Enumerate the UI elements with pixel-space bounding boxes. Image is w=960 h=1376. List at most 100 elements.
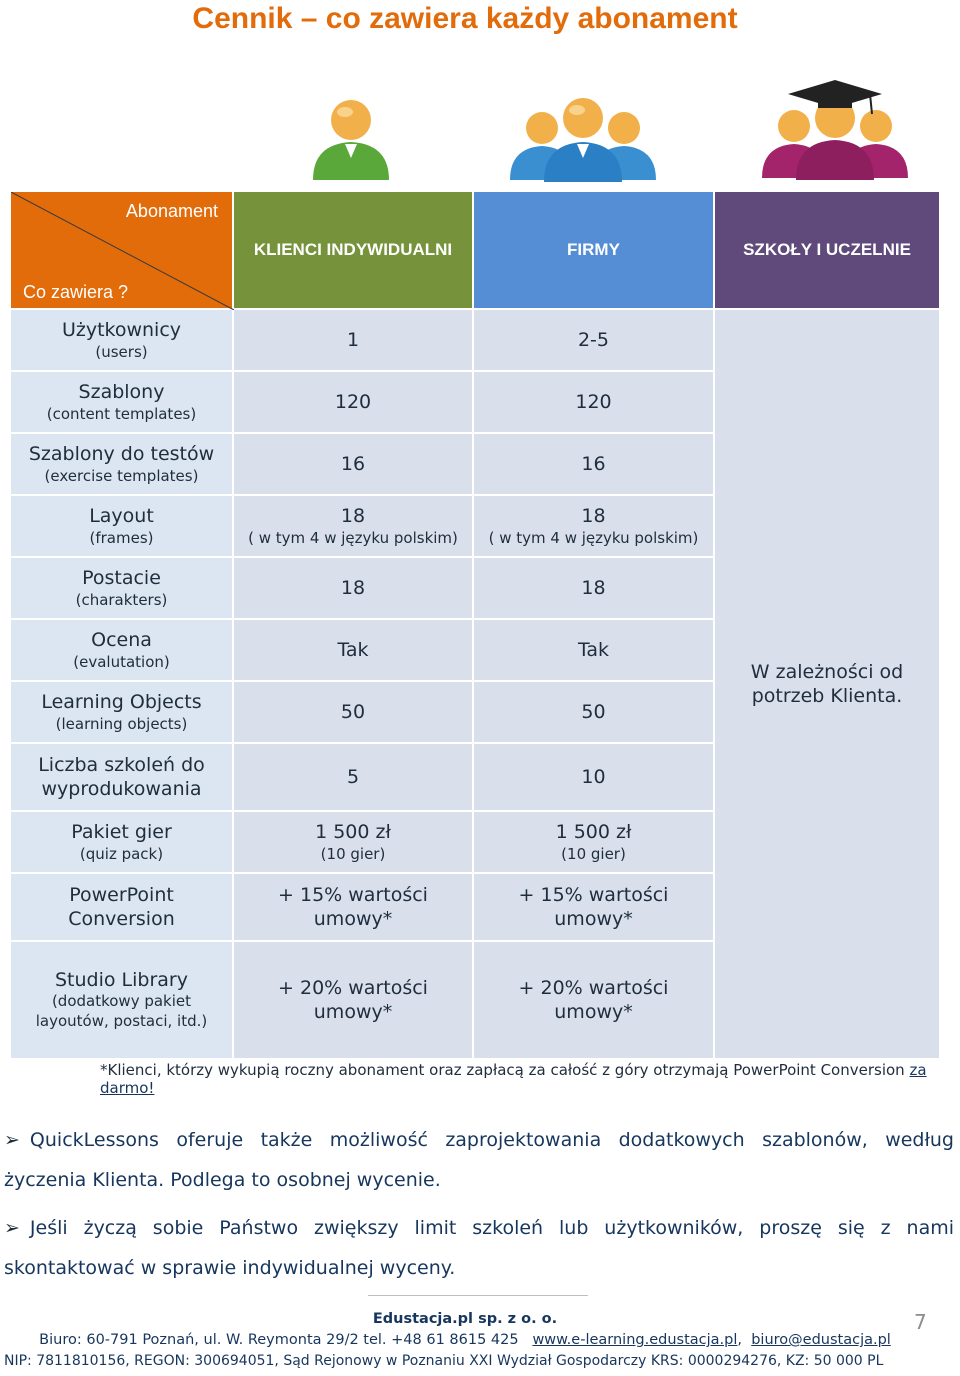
cell-individual: 5 [232, 742, 474, 812]
schools-note: W zależności od potrzeb Klienta. [750, 660, 904, 707]
row-label-sub: (content templates) [46, 404, 197, 423]
cell-individual: + 15% wartości umowy* [232, 872, 474, 942]
cell-sub: ( w tym 4 w języku polskim) [248, 528, 458, 547]
cell-value: + 15% wartości umowy* [518, 883, 669, 930]
cell-value: 1 500 zł [555, 821, 632, 844]
table-row: Pakiet gier (quiz pack) 1 500 zł (10 gier)… [9, 810, 940, 874]
row-label-sub: (users) [95, 342, 148, 361]
row-label-sub: (evalutation) [73, 652, 170, 671]
page-title: Cennik – co zawiera każdy abonament [192, 2, 738, 35]
table-header-row: Abonament Co zawiera ? KLIENCI INDYWIDUA… [9, 190, 941, 310]
graduate-group-icon [762, 80, 908, 180]
pricing-footnote: *Klienci, którzy wykupią roczny abonamen… [100, 1061, 960, 1097]
table-row: Szablony do testów (exercise templates) 1… [9, 432, 940, 496]
footer-company: Edustacja.pl sp. z o. o. [372, 1311, 558, 1327]
row-label-sub: (quiz pack) [79, 844, 164, 863]
row-label-text: Ocena [91, 629, 152, 652]
row-label-text: Pakiet gier [71, 821, 172, 844]
row-label-text: Studio Library [55, 969, 188, 992]
cell-firms: 2-5 [472, 308, 715, 372]
cell-value: 18 [340, 505, 366, 528]
column-header-individual: KLIENCI INDYWIDUALNI [232, 190, 474, 310]
row-label: Layout (frames) [9, 494, 234, 558]
info-bullet: ➢ QuickLessons oferuje także możliwość za… [4, 1120, 954, 1200]
footer-divider [368, 1295, 588, 1296]
row-label-text: PowerPoint Conversion [68, 883, 175, 930]
row-label: Użytkownicy (users) [9, 308, 234, 372]
cell-value: + 20% wartości umowy* [278, 976, 428, 1023]
table-row: Szablony (content templates) 120 120 [9, 370, 940, 434]
cell-individual: 1 500 zł (10 gier) [232, 810, 474, 874]
cell-firms: + 20% wartości umowy* [472, 940, 715, 1060]
single-user-icon [313, 100, 389, 180]
row-label: Learning Objects (learning objects) [9, 680, 234, 744]
row-label-text: Postacie [82, 567, 161, 590]
row-label-sub: (charakters) [75, 590, 168, 609]
cell-individual: 1 [232, 308, 474, 372]
row-label-sub: (frames) [89, 528, 154, 547]
bullet-text: Jeśli życzą sobie Państwo zwiększy limit… [4, 1217, 954, 1279]
cell-value: 18 [581, 505, 606, 528]
table-row: Layout (frames) 18( w tym 4 w języku pols… [9, 494, 940, 558]
cell-firms: 16 [472, 432, 715, 496]
bullet-text: QuickLessons oferuje także możliwość zap… [4, 1129, 954, 1191]
table-row: Postacie (charakters) 18 18 [9, 556, 940, 620]
table-row: Ocena (evalutation) Tak Tak [9, 618, 940, 682]
row-label: Liczba szkoleń do wyprodukowania [9, 742, 234, 812]
cell-firms: 1 500 zł (10 gier) [472, 810, 715, 874]
cell-individual: + 20% wartości umowy* [232, 940, 474, 1060]
cell-individual: 16 [232, 432, 474, 496]
footer-contact: Biuro: 60-791 Poznań, ul. W. Reymonta 29… [39, 1332, 891, 1348]
row-label-sub: (dodatkowy pakiet layoutów, postaci, itd… [35, 992, 208, 1030]
row-label-sub: (exercise templates) [44, 466, 199, 485]
cell-firms: + 15% wartości umowy* [472, 872, 715, 942]
cell-firms: 18( w tym 4 w języku polskim) [472, 494, 715, 558]
row-label: PowerPoint Conversion [9, 872, 234, 942]
corner-label-contents: Co zawiera ? [23, 281, 129, 302]
column-header-schools: SZKOŁY I UCZELNIE [713, 190, 941, 310]
row-label: Postacie (charakters) [9, 556, 234, 620]
row-label-text: Użytkownicy [61, 319, 182, 342]
row-label: Ocena (evalutation) [9, 618, 234, 682]
footer-email-link[interactable]: biuro@edustacja.pl [751, 1332, 891, 1348]
arrow-bullet-icon: ➢ [4, 1217, 20, 1239]
cell-firms: 18 [472, 556, 715, 620]
cell-firms: 10 [472, 742, 715, 812]
cell-individual: 18 [232, 556, 474, 620]
cell-schools: W zależności od potrzeb Klienta. [713, 308, 941, 1060]
cell-individual: 50 [232, 680, 474, 744]
row-label-text: Szablony do testów [28, 443, 215, 466]
diagonal-divider [11, 192, 234, 310]
table-row: PowerPoint Conversion + 15% wartości umo… [9, 872, 940, 942]
cell-firms: 120 [472, 370, 715, 434]
corner-label-subscription: Abonament [125, 201, 218, 221]
info-bullet: ➢ Jeśli życzą sobie Państwo zwiększy limi… [4, 1208, 954, 1288]
row-label-text: Liczba szkoleń do wyprodukowania [38, 753, 205, 800]
table-row: Learning Objects (learning objects) 50 50 [9, 680, 940, 744]
footnote-free-link[interactable]: za darmo! [100, 1061, 927, 1097]
row-label: Szablony (content templates) [9, 370, 234, 434]
cell-individual: 120 [232, 370, 474, 434]
cell-firms: Tak [472, 618, 715, 682]
table-corner-header: Abonament Co zawiera ? [9, 190, 234, 310]
row-label-sub: (learning objects) [55, 714, 188, 733]
footer-website-link[interactable]: www.e-learning.edustacja.pl [532, 1332, 738, 1348]
cell-individual: 18( w tym 4 w języku polskim) [232, 494, 474, 558]
cell-sub: (10 gier) [320, 844, 386, 863]
row-label-text: Szablony [78, 381, 165, 404]
row-label: Studio Library(dodatkowy pakiet layoutów… [9, 940, 234, 1060]
table-row: Liczba szkoleń do wyprodukowania 5 10 [9, 742, 940, 812]
cell-individual: Tak [232, 618, 474, 682]
row-label: Pakiet gier (quiz pack) [9, 810, 234, 874]
row-label: Szablony do testów (exercise templates) [9, 432, 234, 496]
table-row: Użytkownicy (users) 1 2-5 W zależności od… [9, 308, 941, 1060]
pricing-table: Abonament Co zawiera ? KLIENCI INDYWIDUA… [9, 190, 941, 1060]
footnote-text: *Klienci, którzy wykupią roczny abonamen… [100, 1061, 905, 1079]
arrow-bullet-icon: ➢ [4, 1129, 20, 1151]
cell-value: + 20% wartości umowy* [518, 976, 669, 1023]
cell-sub: ( w tym 4 w języku polskim) [488, 528, 699, 547]
column-header-firms: FIRMY [472, 190, 715, 310]
row-label-text: Layout [89, 505, 154, 528]
cell-value: 1 500 zł [315, 821, 391, 844]
cell-firms: 50 [472, 680, 715, 744]
